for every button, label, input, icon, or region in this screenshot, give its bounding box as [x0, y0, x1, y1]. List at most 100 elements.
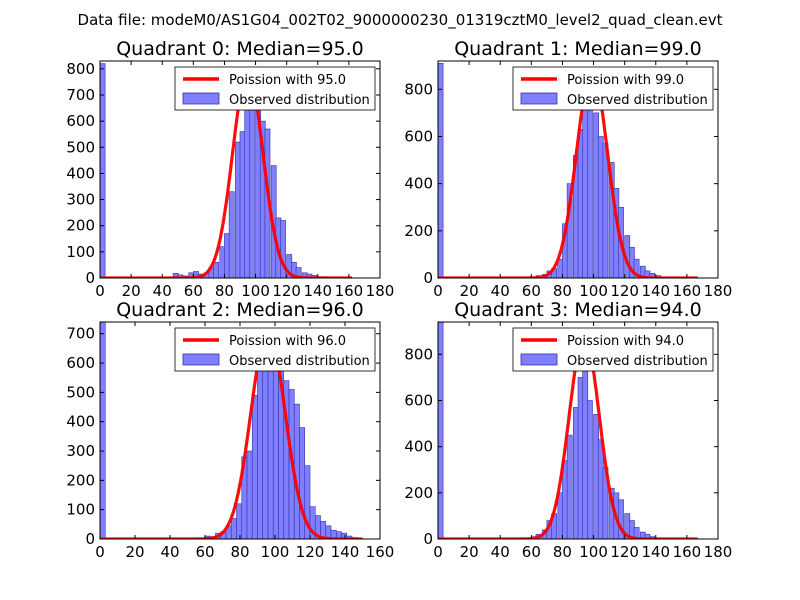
legend-label: Observed distribution: [229, 354, 370, 369]
legend: Poission with 94.0 Observed distribution: [512, 327, 714, 372]
x-tick-label: 40: [160, 543, 179, 561]
histogram-bar: [219, 246, 226, 278]
histogram-bar: [213, 262, 219, 278]
histogram-bar: [299, 427, 306, 539]
subplot-title: Quadrant 0: Median=95.0: [116, 38, 364, 60]
x-tick-label: 20: [460, 543, 479, 561]
x-tick-label: 120: [610, 282, 639, 300]
plot-area: [100, 322, 363, 539]
histogram-bar: [633, 527, 640, 539]
y-tick-label: 200: [66, 471, 95, 489]
x-tick-label: 100: [579, 543, 608, 561]
y-tick-label: 400: [404, 175, 433, 193]
histogram-bar: [593, 414, 599, 539]
x-tick-label: 60: [195, 543, 214, 561]
histogram-bar: [267, 345, 274, 539]
x-tick-label: 40: [153, 282, 172, 300]
y-tick-label: 500: [66, 383, 95, 401]
legend-label: Observed distribution: [229, 93, 370, 108]
poisson-curve: [100, 69, 352, 278]
histogram-bar: [100, 63, 106, 278]
x-tick-label: 60: [184, 282, 203, 300]
histogram-bar: [597, 439, 604, 539]
histogram-bar: [239, 131, 246, 278]
x-tick-label: 160: [673, 543, 702, 561]
histogram-bar: [257, 362, 264, 539]
legend: Poission with 96.0 Observed distribution: [174, 327, 376, 372]
legend-patch-swatch: [182, 353, 220, 366]
x-tick-label: 40: [491, 282, 510, 300]
histogram-bar: [602, 143, 609, 278]
legend-label: Poission with 99.0: [567, 73, 684, 88]
y-tick-label: 600: [66, 112, 95, 130]
histogram-bar: [224, 233, 230, 278]
x-tick-label: 20: [122, 282, 141, 300]
x-tick-label: 40: [491, 543, 510, 561]
x-tick-label: 80: [215, 282, 234, 300]
x-tick-label: 120: [610, 543, 639, 561]
histogram-bar: [246, 450, 253, 539]
legend-patch-swatch: [520, 92, 558, 105]
histogram-bar: [573, 407, 579, 539]
histogram-bar: [587, 400, 593, 539]
y-tick-label: 400: [66, 164, 95, 182]
plot-area: [438, 63, 698, 278]
histogram-bar: [649, 272, 655, 278]
legend-patch-swatch: [520, 353, 558, 366]
y-tick-label: 400: [404, 438, 433, 456]
histogram-bar: [597, 136, 604, 278]
x-tick-label: 20: [460, 282, 479, 300]
histogram-bar: [244, 89, 251, 278]
x-tick-label: 100: [241, 282, 270, 300]
plot-area: [438, 322, 698, 539]
y-tick-label: 500: [66, 138, 95, 156]
y-tick-label: 600: [404, 127, 433, 145]
histogram-bar: [557, 492, 564, 539]
histogram-bar: [295, 267, 302, 278]
y-tick-label: 300: [66, 191, 95, 209]
x-tick-label: 160: [335, 282, 364, 300]
histogram-bar: [236, 503, 243, 539]
quadrant-3-plot: 0 20 40 60 80 100 120 140 160 180 0 200 400 600 800 Qua…: [404, 299, 732, 561]
x-tick-label: 60: [522, 543, 541, 561]
x-tick-label: 120: [296, 543, 325, 561]
y-tick-label: 600: [66, 354, 95, 372]
legend-patch-swatch: [182, 92, 220, 105]
quadrant-1-plot: 0 20 40 60 80 100 120 140 160 180 0 200 400 600 800 Qua…: [404, 38, 732, 300]
histogram-bar: [438, 322, 444, 539]
x-tick-label: 80: [230, 543, 249, 561]
x-tick-label: 140: [641, 543, 670, 561]
y-tick-label: 700: [66, 86, 95, 104]
histogram-bar: [438, 63, 444, 278]
legend-label: Poission with 96.0: [229, 334, 346, 349]
histogram-bar: [235, 141, 241, 278]
y-tick-label: 300: [66, 442, 95, 460]
y-tick-label: 200: [404, 222, 433, 240]
y-tick-label: 200: [66, 217, 95, 235]
x-tick-label: 20: [125, 543, 144, 561]
legend-label: Poission with 94.0: [567, 334, 684, 349]
x-tick-label: 0: [95, 282, 105, 300]
histogram-bar: [228, 191, 235, 278]
x-tick-label: 60: [522, 282, 541, 300]
x-tick-label: 180: [704, 282, 733, 300]
legend: Poission with 99.0 Observed distribution: [512, 66, 714, 111]
x-tick-label: 0: [433, 282, 443, 300]
subplot-title: Quadrant 1: Median=99.0: [454, 38, 702, 60]
y-tick-label: 0: [423, 269, 433, 287]
subplot-title: Quadrant 2: Median=96.0: [116, 299, 364, 321]
histogram-bar: [251, 395, 258, 539]
legend-label: Observed distribution: [567, 354, 708, 369]
x-tick-label: 80: [553, 543, 572, 561]
poisson-curve: [100, 328, 363, 539]
histogram-bar: [230, 518, 237, 539]
y-tick-label: 700: [66, 325, 95, 343]
y-tick-label: 0: [423, 530, 433, 548]
quadrant-0-plot: 0 20 40 60 80 100 120 140 160 1800100200300400500…: [66, 38, 394, 300]
y-tick-label: 800: [404, 345, 433, 363]
y-tick-label: 200: [404, 484, 433, 502]
histogram-bar: [566, 434, 573, 539]
histogram-bar: [262, 356, 269, 539]
y-tick-label: 800: [404, 80, 433, 98]
